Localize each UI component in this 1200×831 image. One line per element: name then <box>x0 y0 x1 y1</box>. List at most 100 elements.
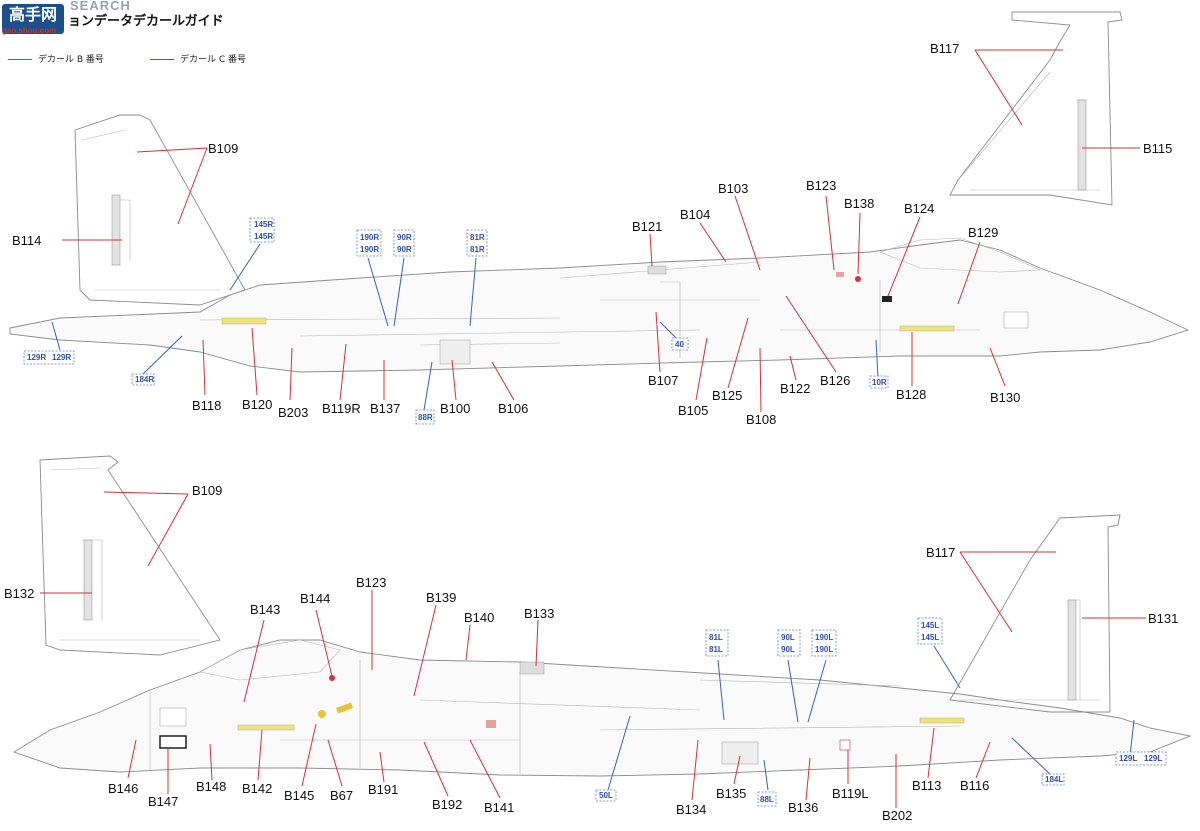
label-c190l-b: 190L <box>815 645 833 654</box>
label-b139: B139 <box>426 590 456 605</box>
label-b140: B140 <box>464 610 494 625</box>
label-b123-top: B123 <box>806 178 836 193</box>
label-b67: B67 <box>330 788 353 803</box>
label-b128: B128 <box>896 387 926 402</box>
label-c81r-b: 81R <box>470 245 485 254</box>
label-c129l-a: 129L <box>1119 754 1137 763</box>
label-b133: B133 <box>524 606 554 621</box>
label-b107: B107 <box>648 373 678 388</box>
label-c40: 40 <box>675 340 684 349</box>
label-c184l: 184L <box>1045 775 1063 784</box>
label-c88l: 88L <box>760 795 774 804</box>
label-c129l-b: 129L <box>1144 754 1162 763</box>
label-b137: B137 <box>370 401 400 416</box>
label-b117-bottom: B117 <box>926 545 955 560</box>
legend-b-swatch <box>8 59 32 60</box>
aircraft-left-side-view <box>12 455 1192 777</box>
label-b119l: B119L <box>832 786 869 801</box>
label-b203: B203 <box>278 405 308 420</box>
label-b100: B100 <box>440 401 470 416</box>
label-c145l-b: 145L <box>921 633 939 642</box>
site-logo: 高手网 <box>2 4 64 34</box>
fuselage-right <box>9 239 1190 373</box>
top-leaders-b <box>62 49 1140 413</box>
label-b119r: B119R <box>322 401 361 416</box>
label-b104: B104 <box>680 207 710 222</box>
legend-c-swatch <box>150 59 174 60</box>
label-c190l-a: 190L <box>815 633 833 642</box>
label-b142: B142 <box>242 781 272 796</box>
bottom-labels-c: 81L 81L 90L 90L 190L 190L 145L 145L 129L… <box>595 617 1167 807</box>
label-c90l-a: 90L <box>781 633 795 642</box>
label-c129r-b: 129R <box>52 353 71 362</box>
label-b131: B131 <box>1148 611 1178 626</box>
bottom-leaders-c <box>607 645 1135 791</box>
site-logo-url: gao.shou.com <box>2 26 57 35</box>
label-b145: B145 <box>284 788 314 803</box>
label-b125: B125 <box>712 388 742 403</box>
label-b135: B135 <box>716 786 746 801</box>
label-b146: B146 <box>108 781 138 796</box>
aircraft-right-side-view <box>9 11 1190 373</box>
label-b113: B113 <box>912 778 941 793</box>
fuselage-left <box>12 639 1192 777</box>
label-b103: B103 <box>718 181 748 196</box>
label-b115: B115 <box>1143 141 1172 156</box>
label-b202: B202 <box>882 808 912 823</box>
label-b130: B130 <box>990 390 1020 405</box>
bottom-labels-b: B109 B132 B117 B131 B123 B139 B133 B143 … <box>4 483 1178 823</box>
bottom-leaders-b <box>40 491 1146 808</box>
label-b109-top: B109 <box>208 141 238 156</box>
legend-decal-b: デカール B 番号 <box>8 52 104 65</box>
label-b122: B122 <box>780 381 810 396</box>
tail-fin-left-detail <box>39 455 221 656</box>
label-c81l-b: 81L <box>709 645 723 654</box>
page-title: ョンデータデカールガイド <box>68 14 224 29</box>
top-labels-b: B109 B114 B117 B115 B103 B123 B138 B124 … <box>12 41 1172 427</box>
label-c145r-a: 145R <box>254 220 273 229</box>
page-header: 高手网 gao.shou.com SEARCH ョンデータデカールガイド デカー… <box>0 0 420 70</box>
legend-decal-c: デカール C 番号 <box>150 52 246 65</box>
label-c184r: 184R <box>135 375 154 384</box>
label-b117-top: B117 <box>930 41 959 56</box>
label-c129r-a: 129R <box>27 353 46 362</box>
label-b123-bottom: B123 <box>356 575 386 590</box>
label-b192: B192 <box>432 797 462 812</box>
label-b129: B129 <box>968 225 998 240</box>
label-b114: B114 <box>12 233 41 248</box>
label-b143: B143 <box>250 602 280 617</box>
watermark-search: SEARCH <box>70 0 131 13</box>
label-b109-bottom: B109 <box>192 483 222 498</box>
label-c90r-a: 90R <box>397 233 412 242</box>
label-c90l-b: 90L <box>781 645 795 654</box>
label-c81l-a: 81L <box>709 633 723 642</box>
tail-fin-left-rear <box>949 514 1121 713</box>
label-b106: B106 <box>498 401 528 416</box>
label-b148: B148 <box>196 779 226 794</box>
label-b132: B132 <box>4 586 34 601</box>
top-labels-c: 145R 145R 190R 190R 90R 90R 81R 81R 129R… <box>23 217 889 425</box>
label-b120: B120 <box>242 397 272 412</box>
label-c88r: 88R <box>418 413 433 422</box>
label-c190r-b: 190R <box>360 245 379 254</box>
label-b144: B144 <box>300 591 330 606</box>
tail-fin-right <box>74 114 246 306</box>
label-c190r-a: 190R <box>360 233 379 242</box>
label-b124: B124 <box>904 201 934 216</box>
label-c145l-a: 145L <box>921 621 939 630</box>
label-c81r-a: 81R <box>470 233 485 242</box>
label-c10r: 10R <box>872 378 887 387</box>
label-b116: B116 <box>960 778 989 793</box>
label-b191: B191 <box>368 782 398 797</box>
label-c145r-b: 145R <box>254 232 273 241</box>
label-b138: B138 <box>844 196 874 211</box>
legend-c-label: デカール C 番号 <box>180 55 247 65</box>
label-b118: B118 <box>192 398 221 413</box>
label-b108: B108 <box>746 412 776 427</box>
label-c90r-b: 90R <box>397 245 412 254</box>
label-b141: B141 <box>484 800 514 815</box>
legend-b-label: デカール B 番号 <box>38 55 104 65</box>
top-leaders-c <box>51 243 879 411</box>
label-b147: B147 <box>148 794 178 809</box>
